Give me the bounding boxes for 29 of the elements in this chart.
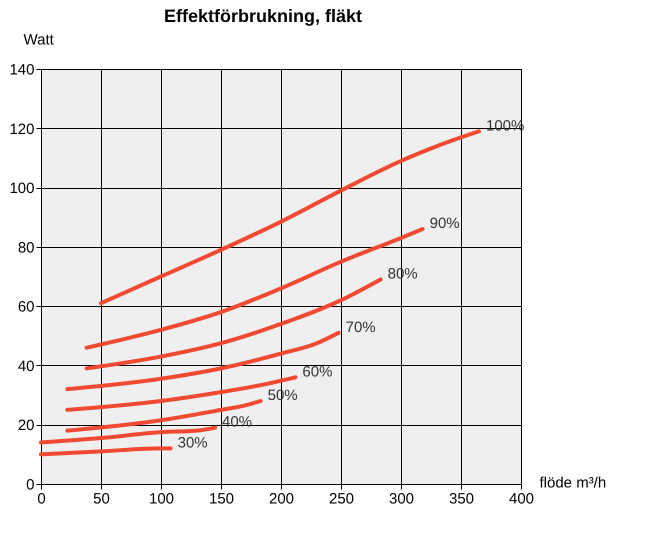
x-tick-label: 400: [508, 490, 534, 508]
line-series: [99, 129, 481, 306]
x-tick-label: 100: [148, 490, 174, 508]
line-series: [65, 330, 341, 392]
y-tick-label: 120: [9, 120, 34, 138]
x-tick-label: 350: [448, 490, 474, 508]
x-axis-title: flöde m³/h: [540, 474, 606, 492]
series-label: 30%: [178, 434, 208, 452]
y-tick-label: 80: [18, 239, 34, 256]
x-tick-label: 0: [37, 490, 46, 508]
y-tick-label: 100: [9, 180, 34, 198]
y-tick-label: 140: [9, 62, 34, 78]
line-series: [65, 375, 298, 412]
line-series: [84, 227, 425, 350]
x-tick-label: 50: [93, 490, 110, 508]
series-label: 60%: [302, 363, 332, 380]
y-tick-label: 0: [26, 476, 34, 494]
series-label: 90%: [430, 215, 460, 232]
x-tick-label: 150: [208, 490, 234, 508]
x-tick-label: 200: [268, 490, 294, 508]
y-tick-label: 20: [18, 417, 34, 434]
chart-title: Effektförbrukning, fläkt: [164, 6, 362, 26]
line-series: [65, 399, 263, 433]
y-tick-label: 60: [18, 298, 34, 316]
y-tick-label: 40: [18, 358, 34, 375]
x-tick-label: 300: [388, 490, 414, 508]
x-tick-label: 250: [328, 490, 354, 508]
series-label: 70%: [346, 318, 376, 336]
y-axis-title: Watt: [24, 32, 55, 48]
